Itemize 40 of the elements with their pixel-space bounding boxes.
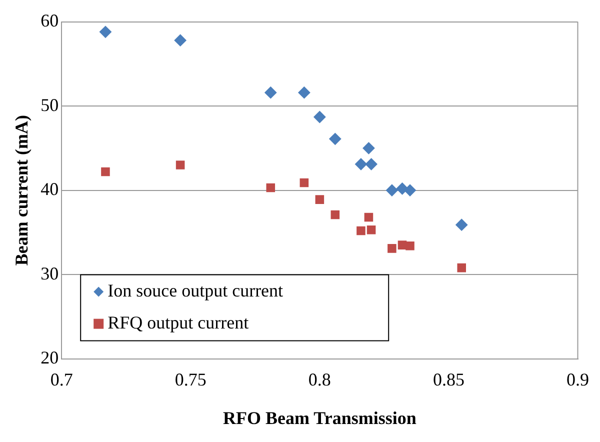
y-tick-label: 30	[40, 263, 59, 284]
point	[366, 226, 376, 234]
point	[406, 242, 414, 250]
point	[364, 212, 374, 222]
point	[314, 111, 326, 124]
x-tick-label: 0.9	[566, 369, 589, 390]
point	[266, 183, 276, 192]
point	[386, 184, 398, 196]
point	[264, 86, 277, 99]
point	[300, 178, 309, 188]
x-tick-label: 0.7	[50, 369, 73, 390]
point	[356, 226, 366, 236]
point	[398, 240, 407, 250]
point	[456, 218, 468, 231]
legend-label: Ion souce output current	[108, 280, 284, 301]
point	[365, 158, 378, 170]
point	[330, 210, 340, 220]
x-axis-title: RFO Beam Transmission	[222, 408, 416, 428]
point	[99, 26, 112, 38]
point	[354, 158, 367, 170]
y-axis-title: Beam current (mA)	[11, 114, 32, 266]
x-tick-label: 0.85	[432, 369, 464, 390]
legend-label: RFQ output current	[108, 312, 249, 333]
point	[329, 132, 342, 145]
y-tick-label: 40	[40, 179, 59, 200]
point	[176, 160, 185, 170]
y-tick-label: 50	[40, 94, 59, 115]
point	[404, 184, 416, 196]
point	[101, 167, 110, 176]
point	[457, 263, 466, 272]
y-tick-label: 60	[40, 10, 59, 31]
x-tick-label: 0.8	[308, 369, 331, 390]
point	[388, 244, 396, 253]
point	[174, 34, 186, 46]
point	[362, 142, 375, 154]
y-tick-label: 20	[40, 348, 59, 368]
x-tick-label: 0.75	[174, 369, 206, 390]
point	[298, 86, 310, 99]
point	[396, 182, 408, 195]
point	[315, 195, 324, 204]
